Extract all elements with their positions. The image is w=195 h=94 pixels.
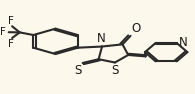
Text: O: O <box>131 22 141 35</box>
Text: F: F <box>0 27 6 37</box>
Text: N: N <box>97 32 105 45</box>
Text: F: F <box>8 39 14 49</box>
Text: F: F <box>8 16 14 26</box>
Text: S: S <box>111 64 118 77</box>
Text: S: S <box>74 64 82 77</box>
Text: N: N <box>179 36 187 49</box>
